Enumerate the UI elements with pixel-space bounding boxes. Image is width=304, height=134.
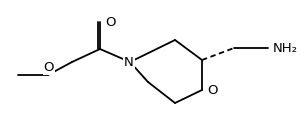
Text: O: O (44, 61, 54, 74)
Text: N: N (124, 57, 134, 70)
Text: NH₂: NH₂ (273, 42, 298, 55)
Text: O: O (207, 85, 217, 98)
Text: O: O (105, 16, 116, 29)
